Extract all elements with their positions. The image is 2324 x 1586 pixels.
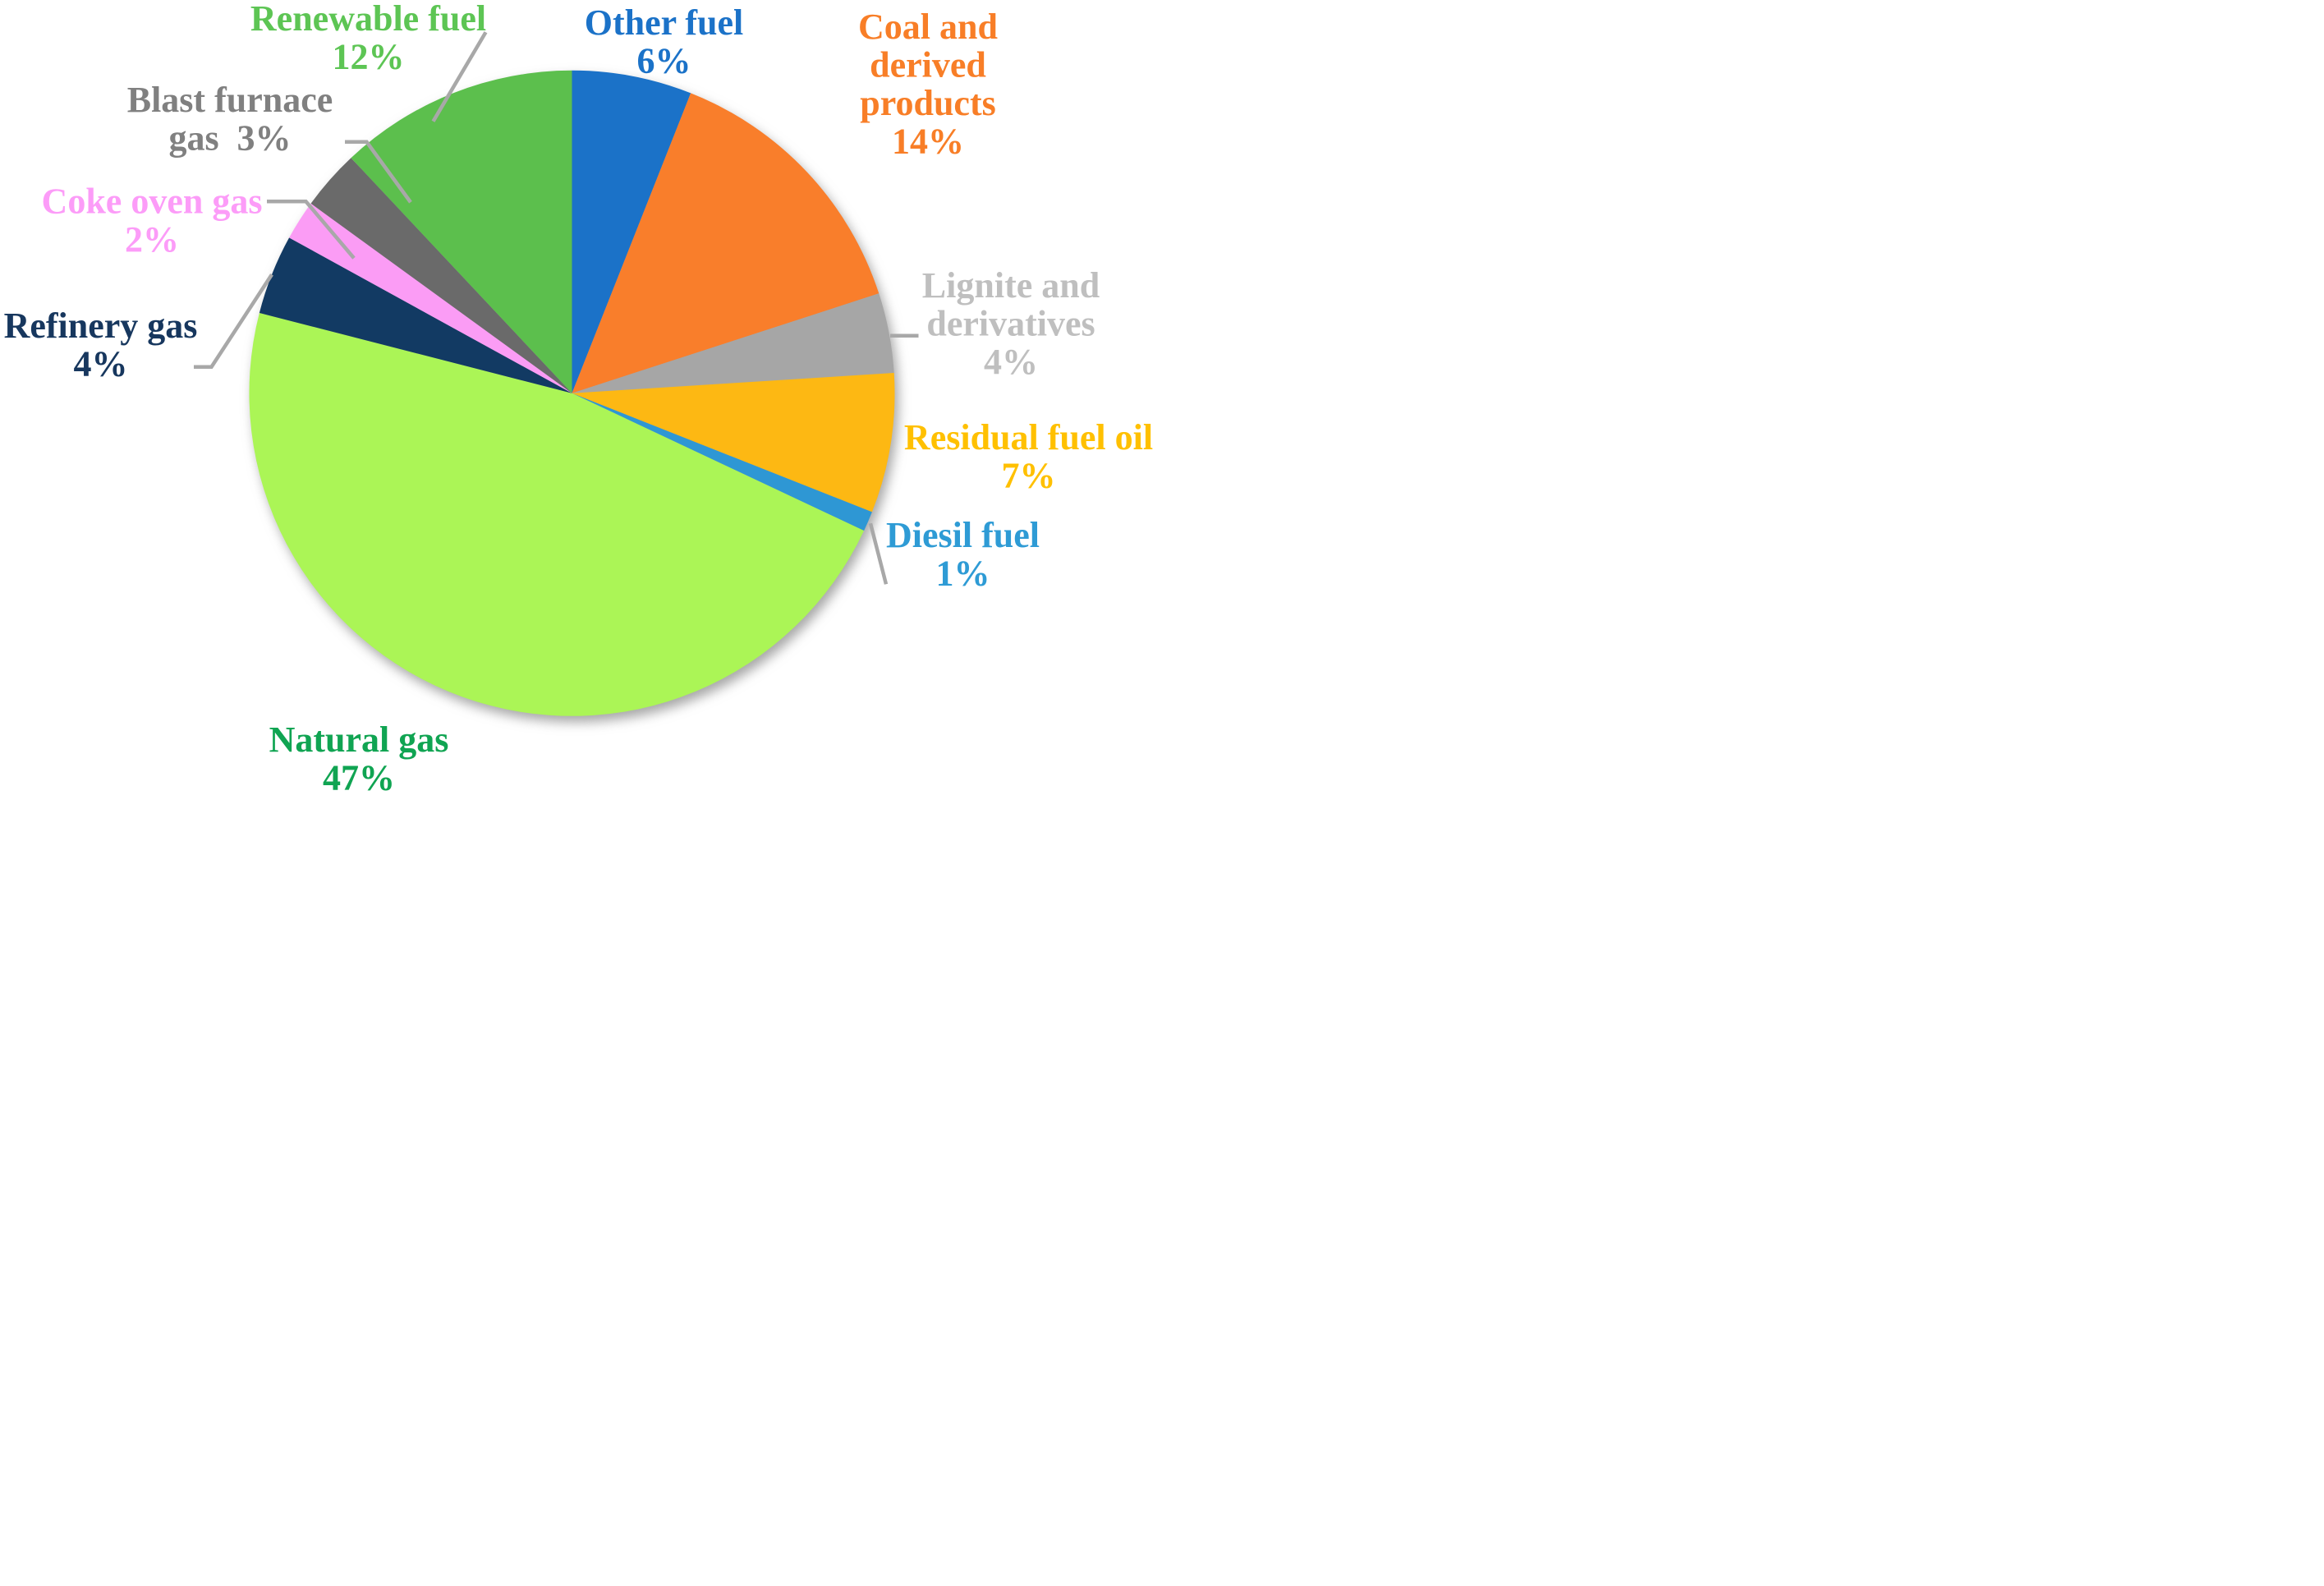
slice-label-diesil-fuel: Diesil fuel 1% bbox=[886, 515, 1040, 594]
slice-label-renewable-fuel: Renewable fuel 12% bbox=[250, 0, 486, 76]
pie-slice-blast-furnace-gas bbox=[310, 158, 572, 393]
slice-label-coal-and-derived-products: Coal and derived products 14% bbox=[858, 7, 998, 162]
pie-slice-residual-fuel-oil bbox=[572, 373, 895, 513]
leader-line-coke-oven-gas bbox=[267, 200, 356, 260]
slice-label-blast-furnace-gas: Blast furnace gas 3% bbox=[127, 80, 333, 159]
pie-slice-coal-and-derived-products bbox=[572, 93, 880, 393]
pie bbox=[249, 70, 895, 716]
slice-label-residual-fuel-oil: Residual fuel oil 7% bbox=[904, 417, 1153, 496]
pie-slice-natural-gas bbox=[249, 313, 865, 716]
pie-chart-svg: Other fuel 6% Coal and derived products 14% Li… bbox=[4, 0, 1154, 793]
leader-line-renewable-fuel bbox=[431, 31, 488, 122]
pie-slice-other-fuel bbox=[572, 70, 691, 393]
pie-slice-refinery-gas bbox=[259, 237, 572, 393]
pie-slice-lignite-and-derivatives bbox=[572, 293, 894, 393]
leader-line-blast-furnace-gas bbox=[345, 140, 412, 204]
pie-slice-renewable-fuel bbox=[351, 70, 572, 393]
slice-label-natural-gas: Natural gas 47% bbox=[269, 719, 449, 793]
slice-label-refinery-gas: Refinery gas 4% bbox=[4, 306, 198, 384]
slice-label-other-fuel: Other fuel 6% bbox=[585, 2, 744, 81]
leader-line-refinery-gas bbox=[194, 274, 273, 369]
slice-label-lignite-and-derivatives: Lignite and derivatives 4% bbox=[922, 265, 1100, 382]
pie-slice-coke-oven-gas bbox=[289, 203, 572, 393]
pie-slice-diesil-fuel bbox=[572, 393, 872, 531]
leader-line-diesil-fuel bbox=[868, 522, 889, 585]
slice-label-coke-oven-gas: Coke oven gas 2% bbox=[42, 181, 263, 260]
pie-chart-figure: Other fuel 6% Coal and derived products 14% Li… bbox=[0, 0, 1162, 793]
